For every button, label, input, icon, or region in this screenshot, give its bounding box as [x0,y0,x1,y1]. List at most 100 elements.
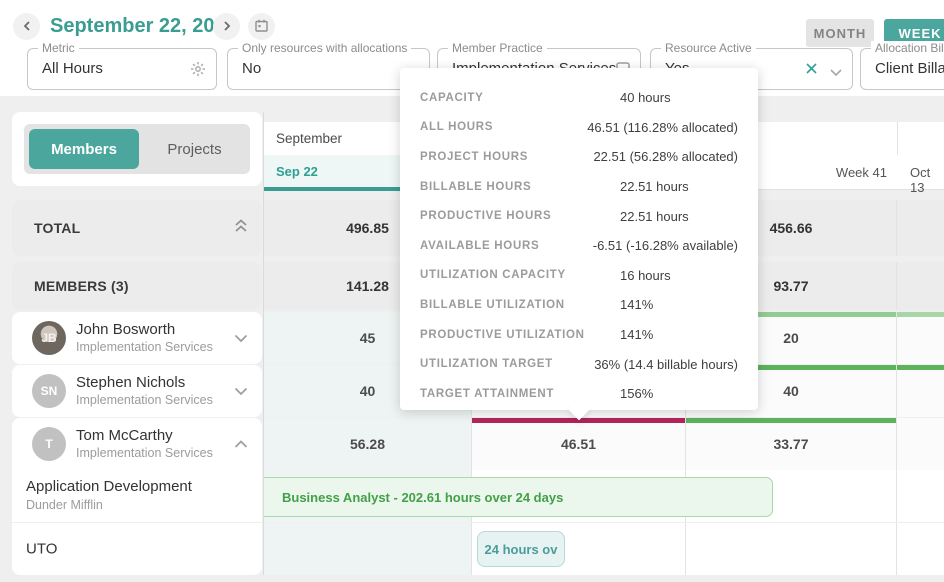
tooltip-value: 46.51 (116.28% allocated) [587,119,738,135]
date-title[interactable]: September 22, 2025 [50,15,237,37]
allocation-billable-value: Client Billable [875,60,944,77]
tab-projects[interactable]: Projects [167,140,222,158]
tooltip-row: TARGET ATTAINMENT 156% [400,379,758,409]
capacity-bar [897,365,944,370]
member-role: Implementation Services [76,393,213,407]
member-name: John Bosworth [76,321,176,338]
clear-icon[interactable] [805,62,818,80]
tooltip-row: BILLABLE UTILIZATION 141% [400,290,758,320]
member-grid-row-tom: 56.28 46.51 33.77 [264,418,944,470]
chevron-left-icon [22,19,32,34]
view-toggle-card: Members Projects [12,112,262,186]
grid-cell[interactable]: 56.28 [264,418,472,470]
tooltip-row: PRODUCTIVE UTILIZATION 141% [400,320,758,350]
tooltip-label: BILLABLE UTILIZATION [420,298,565,311]
members-group-header: MEMBERS (3) [12,262,262,310]
uto-allocation-chip[interactable]: 24 hours ov [477,531,565,567]
grid-cell[interactable]: 456.66 [686,200,897,256]
tooltip-row: UTILIZATION CAPACITY 16 hours [400,261,758,291]
grid-cell[interactable] [686,470,897,522]
grid-cell[interactable] [897,200,944,256]
tooltip-value: 22.51 hours [620,179,689,195]
allocation-bar-label: Business Analyst - 202.61 hours over 24 … [282,489,564,505]
member-row-tom[interactable]: T Tom McCarthy Implementation Services [12,418,262,470]
chevron-down-icon[interactable] [830,64,842,82]
tooltip-value: 40 hours [620,90,671,106]
uto-chip-label: 24 hours ov [484,541,558,557]
tooltip-row: CAPACITY 40 hours [400,83,758,113]
only-allocations-value: No [242,60,262,77]
client-name: Dunder Mifflin [26,498,103,512]
tooltip-row: PROJECT HOURS 22.51 (56.28% allocated) [400,142,758,172]
subrow-application-development[interactable]: Application Development Dunder Mifflin [12,470,262,522]
tooltip-value: 16 hours [620,267,671,283]
member-practice-label: Member Practice [448,41,547,55]
member-name: Stephen Nichols [76,374,186,391]
chevron-down-icon[interactable] [234,383,248,401]
project-name: Application Development [26,478,192,495]
allocation-row-uto: 24 hours ov [264,523,944,575]
grid-cell[interactable] [897,523,944,575]
grid-cell[interactable] [897,312,944,364]
week-header-sep22: Sep 22 [276,164,318,179]
grid-cell[interactable]: 46.51 [472,418,686,470]
members-group-label: MEMBERS (3) [34,278,129,294]
grid-cell[interactable]: 20 [686,312,897,364]
only-allocations-filter[interactable]: Only resources with allocations No [227,41,430,90]
chevron-down-icon[interactable] [234,330,248,348]
tooltip-label: CAPACITY [420,91,484,104]
month-view-button[interactable]: MONTH [806,19,874,47]
tooltip-label: BILLABLE HOURS [420,180,532,193]
prev-week-button[interactable] [13,13,40,40]
calendar-button[interactable] [248,13,275,40]
member-row-stephen[interactable]: SN Stephen Nichols Implementation Servic… [12,365,262,417]
tab-members[interactable]: Members [29,129,139,169]
capacity-bar [686,312,897,317]
chevron-up-icon[interactable] [234,436,248,454]
sidebar-grid-divider [263,112,264,575]
grid-cell[interactable] [686,523,897,575]
topbar: September 22, 2025 MONTH WEEK Metric All… [0,0,944,96]
tooltip-label: TARGET ATTAINMENT [420,387,555,400]
grid-cell[interactable] [897,262,944,310]
allocation-bar[interactable]: Business Analyst - 202.61 hours over 24 … [264,477,773,517]
grid-cell[interactable]: 93.77 [686,262,897,310]
tooltip-label: UTILIZATION CAPACITY [420,269,566,282]
capacity-bar [686,418,897,423]
collapse-all-icon[interactable] [234,218,248,238]
total-row-header: TOTAL [12,200,262,256]
grid-cell[interactable] [264,523,472,575]
current-week-underline [264,187,472,191]
member-name: Tom McCarthy [76,427,173,444]
total-label: TOTAL [34,220,81,236]
grid-cell[interactable]: 40 [686,365,897,417]
avatar: T [32,427,66,461]
grid-cell[interactable] [897,365,944,417]
tooltip-value: 141% [620,327,654,343]
gear-icon[interactable] [190,61,206,82]
week-header-week41: Week 41 [835,165,887,180]
tooltip-value: 36% (14.4 billable hours) [594,356,738,372]
calendar-icon [255,19,268,35]
grid-cell[interactable]: 33.77 [686,418,897,470]
tooltip-row: BILLABLE HOURS 22.51 hours [400,172,758,202]
tooltip-value: 22.51 (56.28% allocated) [593,149,738,165]
tooltip-label: ALL HOURS [420,121,494,134]
grid-cell[interactable] [897,418,944,470]
member-row-john[interactable]: JB John Bosworth Implementation Services [12,312,262,364]
resource-active-label: Resource Active [661,41,756,55]
grid-cell[interactable] [472,523,686,575]
capacity-bar [897,312,944,317]
member-role: Implementation Services [76,446,213,460]
metric-filter[interactable]: Metric All Hours [27,41,217,90]
tooltip-label: UTILIZATION TARGET [420,358,553,371]
month-header-label: September [276,131,343,146]
metric-filter-label: Metric [38,41,79,55]
chevron-right-icon [222,19,232,34]
allocation-billable-filter[interactable]: Allocation Billable Client Billable [860,41,944,90]
next-week-button[interactable] [213,13,240,40]
grid-cell[interactable] [897,470,944,522]
subrow-uto[interactable]: UTO [12,523,262,575]
only-allocations-label: Only resources with allocations [238,41,412,55]
tooltip-label: PRODUCTIVE HOURS [420,210,552,223]
